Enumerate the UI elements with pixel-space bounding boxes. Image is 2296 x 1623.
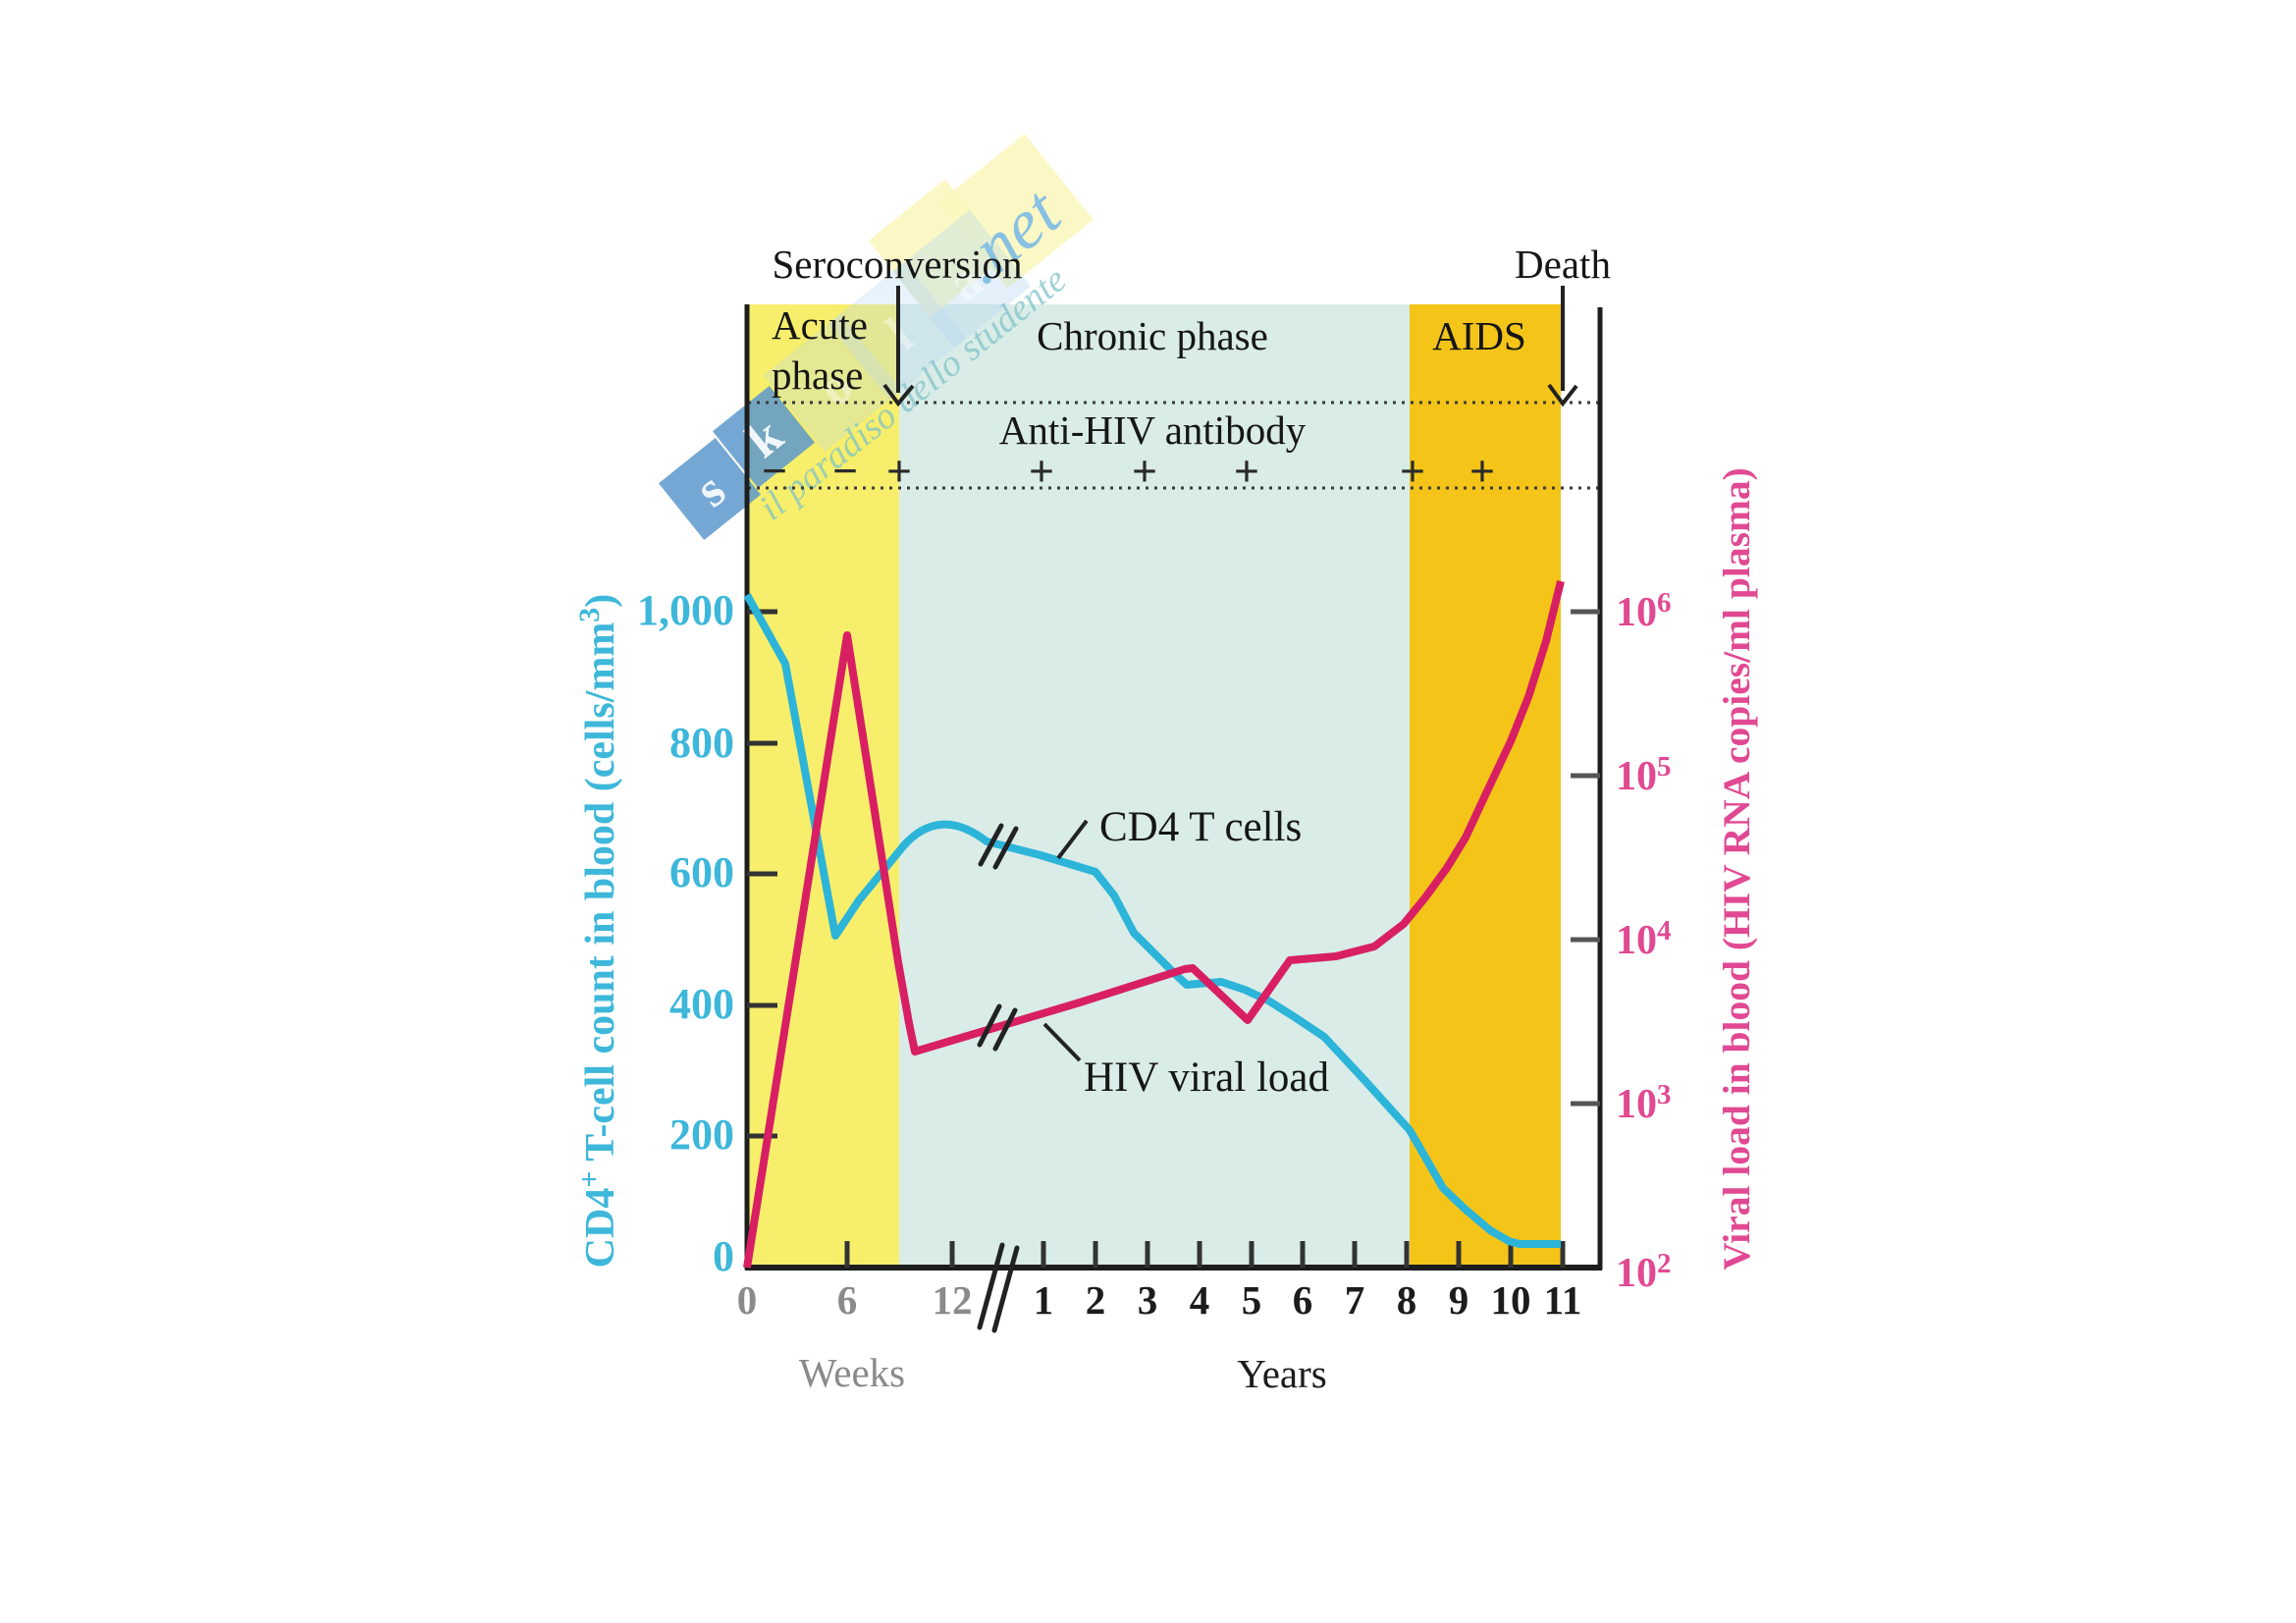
- svg-text:Anti-HIV antibody: Anti-HIV antibody: [999, 407, 1307, 453]
- svg-text:104: 104: [1616, 915, 1672, 963]
- svg-text:11: 11: [1544, 1277, 1582, 1323]
- svg-text:8: 8: [1397, 1277, 1417, 1323]
- svg-text:+: +: [1132, 446, 1157, 496]
- svg-text:Years: Years: [1237, 1351, 1327, 1396]
- svg-text:5: 5: [1242, 1277, 1262, 1323]
- svg-text:Viral load in blood (HIV RNA c: Viral load in blood (HIV RNA copies/ml p…: [1715, 467, 1758, 1271]
- svg-text:102: 102: [1616, 1248, 1672, 1296]
- svg-text:+: +: [1400, 446, 1425, 496]
- svg-text:12: 12: [933, 1277, 973, 1323]
- svg-text:1: 1: [1034, 1277, 1054, 1323]
- svg-text:7: 7: [1345, 1277, 1365, 1323]
- svg-text:0: 0: [713, 1232, 734, 1280]
- svg-text:105: 105: [1616, 751, 1672, 799]
- svg-text:+: +: [1234, 446, 1259, 496]
- svg-text:106: 106: [1616, 587, 1672, 635]
- svg-text:Death: Death: [1515, 242, 1611, 287]
- svg-text:Weeks: Weeks: [799, 1350, 905, 1395]
- svg-text:CD4 T cells: CD4 T cells: [1099, 804, 1302, 850]
- svg-text:6: 6: [837, 1277, 858, 1323]
- svg-text:3: 3: [1138, 1277, 1158, 1323]
- svg-text:+: +: [1469, 446, 1495, 496]
- svg-text:103: 103: [1616, 1079, 1672, 1127]
- svg-text:2: 2: [1086, 1277, 1106, 1323]
- svg-text:+: +: [1029, 446, 1054, 496]
- svg-text:1,000: 1,000: [637, 586, 734, 634]
- svg-text:4: 4: [1190, 1277, 1210, 1323]
- svg-text:CD4+ T-cell count in blood (ce: CD4+ T-cell count in blood (cells/mm3): [573, 594, 623, 1269]
- svg-text:0: 0: [737, 1277, 758, 1323]
- svg-text:−: −: [762, 446, 787, 496]
- svg-text:+: +: [886, 446, 912, 496]
- svg-text:AIDS: AIDS: [1432, 313, 1526, 358]
- svg-text:phase: phase: [772, 352, 863, 398]
- svg-text:600: 600: [669, 848, 734, 896]
- svg-text:Seroconversion: Seroconversion: [772, 242, 1022, 287]
- svg-text:9: 9: [1449, 1277, 1469, 1323]
- svg-text:HIV viral load: HIV viral load: [1084, 1055, 1329, 1101]
- svg-text:6: 6: [1293, 1277, 1313, 1323]
- svg-text:10: 10: [1491, 1277, 1531, 1323]
- svg-text:800: 800: [669, 719, 734, 767]
- svg-text:200: 200: [669, 1110, 734, 1159]
- svg-text:−: −: [832, 446, 858, 496]
- svg-text:Acute: Acute: [772, 302, 868, 348]
- svg-text:Chronic phase: Chronic phase: [1037, 313, 1268, 358]
- svg-text:400: 400: [669, 980, 734, 1028]
